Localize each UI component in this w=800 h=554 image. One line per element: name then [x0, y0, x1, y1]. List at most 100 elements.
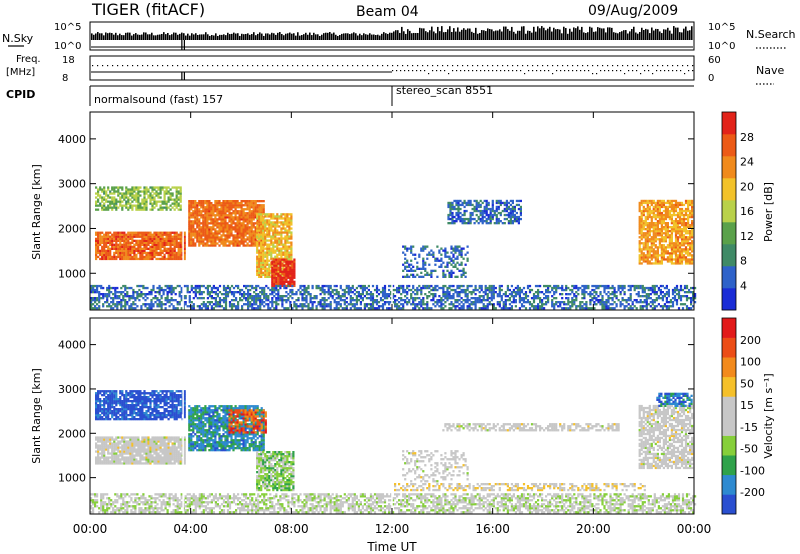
heatmap-cell	[264, 255, 267, 258]
heatmap-cell	[200, 206, 203, 209]
heatmap-cell	[284, 245, 287, 248]
heatmap-cell	[422, 275, 425, 278]
nave-dot	[616, 70, 618, 72]
heatmap-cell	[507, 205, 510, 209]
heatmap-cell	[179, 243, 182, 246]
heatmap-cell	[674, 250, 678, 253]
heatmap-cell	[136, 293, 139, 296]
heatmap-cell	[664, 205, 667, 209]
heatmap-cell	[278, 241, 281, 244]
heatmap-cell	[165, 235, 168, 238]
heatmap-cell	[687, 232, 690, 235]
heatmap-cell	[680, 217, 684, 221]
heatmap-cell	[171, 192, 174, 195]
heatmap-cell	[678, 222, 682, 225]
heatmap-cell	[161, 243, 164, 246]
heatmap-cell	[501, 209, 504, 213]
heatmap-cell	[258, 226, 261, 229]
heatmap-cell	[475, 205, 478, 209]
heatmap-cell	[412, 273, 415, 276]
nsky-bar	[487, 28, 489, 40]
heatmap-cell	[282, 225, 285, 228]
heatmap-cell	[169, 243, 172, 246]
heatmap-cell	[212, 234, 215, 237]
heatmap-cell	[265, 284, 268, 288]
heatmap-cell	[271, 274, 274, 277]
heatmap-cell	[190, 200, 193, 203]
heatmap-cell	[226, 206, 229, 209]
heatmap-cell	[638, 217, 641, 221]
heatmap-cell	[123, 237, 126, 240]
heatmap-cell	[453, 199, 456, 203]
heatmap-cell	[192, 305, 195, 308]
heatmap-cell	[157, 239, 160, 242]
heatmap-cell	[241, 307, 244, 310]
heatmap-cell	[309, 295, 312, 298]
heatmap-cell	[687, 226, 690, 229]
heatmap-cell	[141, 231, 144, 234]
heatmap-cell	[101, 253, 104, 257]
heatmap-cell	[242, 242, 245, 245]
nsky-bar	[383, 32, 385, 40]
heatmap-cell	[179, 255, 182, 259]
heatmap-cell	[375, 307, 379, 310]
heatmap-cell	[383, 284, 387, 288]
heatmap-cell	[252, 200, 255, 203]
heatmap-cell	[511, 209, 514, 213]
heatmap-cell	[258, 233, 261, 236]
freq-dot	[542, 65, 544, 67]
heatmap-cell	[240, 208, 243, 211]
heatmap-cell	[92, 284, 95, 288]
heatmap-cell	[151, 257, 154, 261]
heatmap-cell	[479, 217, 482, 221]
heatmap-cell	[190, 244, 193, 247]
heatmap-cell	[258, 265, 261, 268]
heatmap-cell	[676, 205, 680, 209]
heatmap-cell	[119, 243, 122, 246]
heatmap-cell	[682, 258, 686, 261]
heatmap-cell	[664, 248, 667, 251]
heatmap-cell	[220, 234, 223, 237]
heatmap-cell	[691, 258, 694, 261]
heatmap-cell	[446, 261, 449, 264]
heatmap-cell	[664, 234, 667, 237]
heatmap-cell	[232, 210, 235, 213]
heatmap-cell	[139, 208, 142, 211]
heatmap-cell	[277, 288, 280, 292]
heatmap-cell	[666, 230, 669, 233]
heatmap-cell	[260, 275, 263, 278]
heatmap-cell	[678, 230, 682, 233]
heatmap-cell	[505, 207, 508, 211]
heatmap-cell	[288, 217, 291, 220]
heatmap-cell	[289, 276, 292, 279]
heatmap-cell	[216, 234, 219, 237]
freq-dot	[602, 65, 604, 67]
heatmap-cell	[210, 291, 213, 294]
heatmap-cell	[218, 224, 221, 227]
heatmap-cell	[161, 257, 164, 261]
heatmap-cell	[436, 257, 439, 260]
freq-dot	[652, 65, 654, 67]
heatmap-cell	[117, 235, 120, 238]
heatmap-cell	[422, 267, 425, 270]
heatmap-cell	[236, 236, 239, 239]
heatmap-cell	[248, 210, 251, 213]
heatmap-cell	[101, 255, 104, 259]
heatmap-cell	[638, 242, 641, 245]
heatmap-cell	[206, 210, 209, 213]
heatmap-cell	[119, 249, 122, 252]
heatmap-cell	[232, 242, 235, 245]
heatmap-cell	[453, 205, 456, 209]
heatmap-cell	[230, 230, 233, 233]
heatmap-cell	[273, 266, 276, 269]
heatmap-cell	[222, 244, 225, 247]
nsky-bar	[159, 34, 161, 40]
heatmap-cell	[420, 247, 423, 250]
heatmap-cell	[264, 261, 267, 264]
heatmap-cell	[658, 201, 661, 205]
heatmap-cell	[319, 301, 322, 304]
nave-dot	[632, 70, 634, 72]
heatmap-cell	[226, 234, 229, 237]
heatmap-cell	[660, 260, 663, 263]
heatmap-cell	[228, 212, 231, 215]
